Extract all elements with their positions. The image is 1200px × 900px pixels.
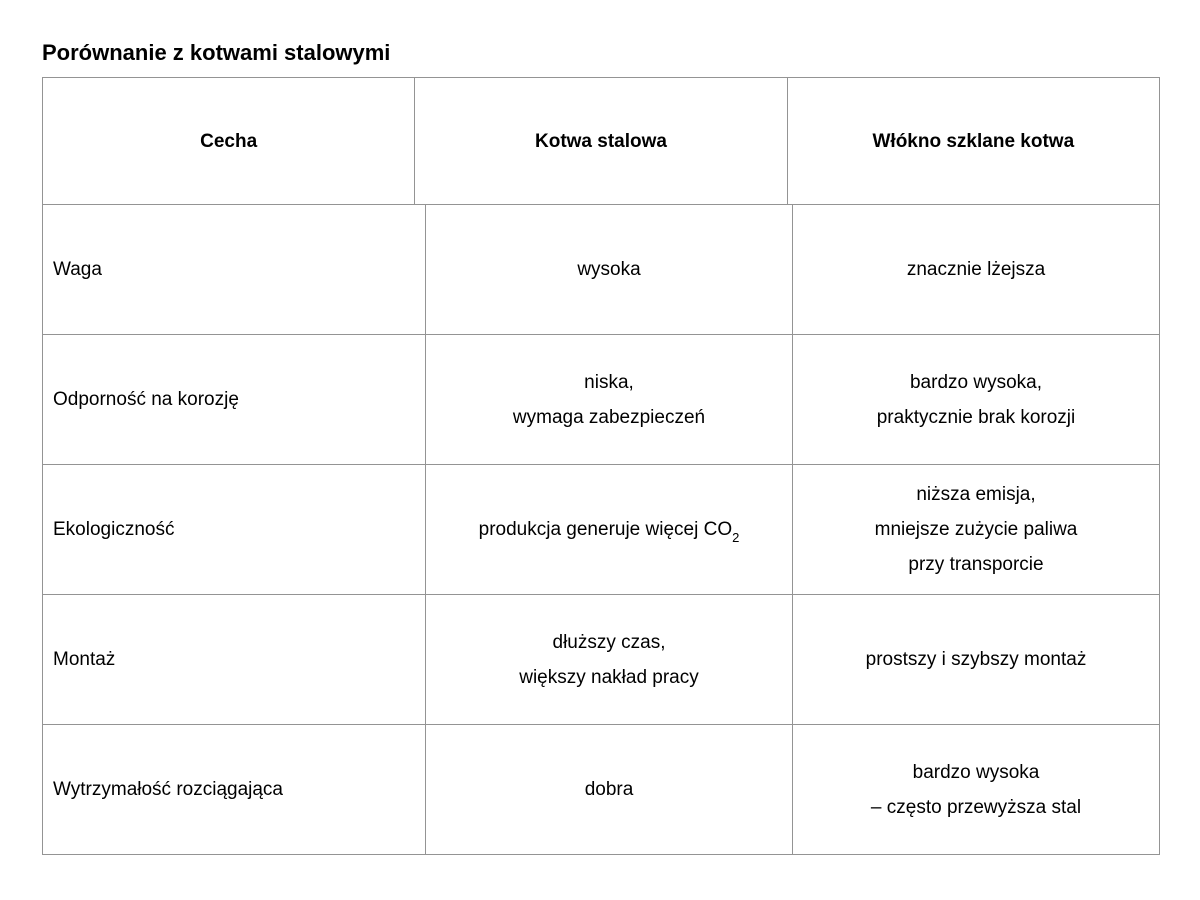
- table-row-montaz: Montaż dłuższy czas, większy nakład prac…: [43, 595, 1159, 725]
- co2-subscript: 2: [732, 530, 740, 545]
- steel-cell: produkcja generuje więcej CO2: [426, 465, 793, 594]
- cell-text-line: Odporność na korozję: [53, 389, 239, 410]
- cell-text-line: Montaż: [53, 649, 116, 670]
- cell-text-line: Cecha: [200, 130, 258, 152]
- cell-text-line: Waga: [53, 259, 102, 280]
- comparison-table: Cecha Kotwa stalowa Włókno szklane kotwa…: [42, 77, 1160, 855]
- fiberglass-cell: prostszy i szybszy montaż: [793, 595, 1159, 724]
- cell-text-line: wymaga zabezpieczeń: [512, 406, 706, 428]
- fiberglass-cell: znacznie lżejsza: [793, 205, 1159, 334]
- cell-text-line: produkcja generuje więcej CO2: [479, 512, 740, 547]
- header-cell-fiberglass: Włókno szklane kotwa: [788, 78, 1159, 204]
- header-cell-feature: Cecha: [43, 78, 416, 204]
- cell-text-line: dobra: [584, 779, 634, 800]
- fiberglass-cell: bardzo wysoka – często przewyższa stal: [793, 725, 1159, 854]
- feature-cell: Odporność na korozję: [43, 335, 426, 464]
- cell-text-line: – często przewyższa stal: [870, 796, 1082, 818]
- cell-text-line: prostszy i szybszy montaż: [865, 649, 1087, 670]
- feature-cell: Montaż: [43, 595, 426, 724]
- cell-text-line: Ekologiczność: [53, 519, 175, 540]
- table-row-wytrzymalosc: Wytrzymałość rozciągająca dobra bardzo w…: [43, 725, 1159, 854]
- feature-cell: Wytrzymałość rozciągająca: [43, 725, 426, 854]
- cell-text-line: mniejsze zużycie paliwa: [874, 519, 1078, 540]
- table-row-ekologicznosc: Ekologiczność produkcja generuje więcej …: [43, 465, 1159, 595]
- feature-cell: Ekologiczność: [43, 465, 426, 594]
- steel-cell: niska, wymaga zabezpieczeń: [426, 335, 793, 464]
- cell-text-line: przy transporcie: [908, 554, 1044, 575]
- table-header-row: Cecha Kotwa stalowa Włókno szklane kotwa: [43, 78, 1159, 205]
- document-title: Porównanie z kotwami stalowymi: [42, 40, 391, 65]
- steel-cell: dobra: [426, 725, 793, 854]
- cell-text-line: Włókno szklane kotwa: [872, 130, 1075, 152]
- table-row-odpornosc: Odporność na korozję niska, wymaga zabez…: [43, 335, 1159, 465]
- steel-cell: dłuższy czas, większy nakład pracy: [426, 595, 793, 724]
- feature-cell: Waga: [43, 205, 426, 334]
- cell-text-line: praktycznie brak korozji: [876, 406, 1076, 428]
- cell-text-line: wysoka: [577, 259, 641, 280]
- cell-text-line: bardzo wysoka: [912, 761, 1040, 783]
- cell-text-line: większy nakład pracy: [519, 666, 699, 688]
- co2-text: produkcja generuje więcej CO: [478, 519, 733, 540]
- table-row-waga: Waga wysoka znacznie lżejsza: [43, 205, 1159, 335]
- cell-text-line: dłuższy czas,: [552, 631, 666, 653]
- cell-text-line: Kotwa stalowa: [535, 130, 667, 152]
- cell-text-line: bardzo wysoka,: [909, 371, 1042, 393]
- cell-text-line: niższa emisja,: [916, 484, 1036, 505]
- cell-text-line: niska,: [584, 371, 634, 393]
- fiberglass-cell: bardzo wysoka, praktycznie brak korozji: [793, 335, 1159, 464]
- cell-text-line: Wytrzymałość rozciągająca: [53, 779, 284, 800]
- cell-text-line: znacznie lżejsza: [906, 259, 1046, 280]
- steel-cell: wysoka: [426, 205, 793, 334]
- header-cell-steel: Kotwa stalowa: [415, 78, 788, 204]
- fiberglass-cell: niższa emisja, mniejsze zużycie paliwa p…: [793, 465, 1159, 594]
